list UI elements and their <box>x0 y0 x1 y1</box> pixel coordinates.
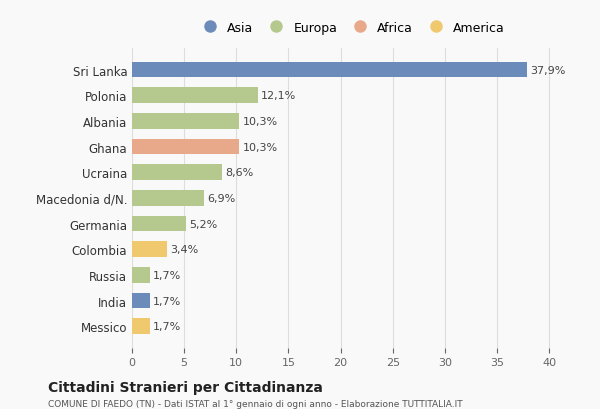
Bar <box>132 242 167 257</box>
Bar <box>132 267 150 283</box>
Bar <box>132 293 150 308</box>
Text: 37,9%: 37,9% <box>530 65 566 75</box>
Text: 3,4%: 3,4% <box>170 245 199 254</box>
Bar <box>132 88 258 103</box>
Text: 10,3%: 10,3% <box>242 142 278 152</box>
Text: 1,7%: 1,7% <box>153 321 181 331</box>
Text: 6,9%: 6,9% <box>207 193 235 203</box>
Bar <box>132 165 221 180</box>
Text: 12,1%: 12,1% <box>262 91 296 101</box>
Bar <box>132 216 186 231</box>
Text: 8,6%: 8,6% <box>225 168 253 178</box>
Text: Cittadini Stranieri per Cittadinanza: Cittadini Stranieri per Cittadinanza <box>48 380 323 393</box>
Text: 1,7%: 1,7% <box>153 296 181 306</box>
Bar <box>132 319 150 334</box>
Bar <box>132 63 527 78</box>
Text: 1,7%: 1,7% <box>153 270 181 280</box>
Text: COMUNE DI FAEDO (TN) - Dati ISTAT al 1° gennaio di ogni anno - Elaborazione TUTT: COMUNE DI FAEDO (TN) - Dati ISTAT al 1° … <box>48 399 463 408</box>
Legend: Asia, Europa, Africa, America: Asia, Europa, Africa, America <box>192 16 510 39</box>
Bar <box>132 191 204 206</box>
Text: 5,2%: 5,2% <box>190 219 218 229</box>
Text: 10,3%: 10,3% <box>242 117 278 126</box>
Bar <box>132 139 239 155</box>
Bar <box>132 114 239 129</box>
